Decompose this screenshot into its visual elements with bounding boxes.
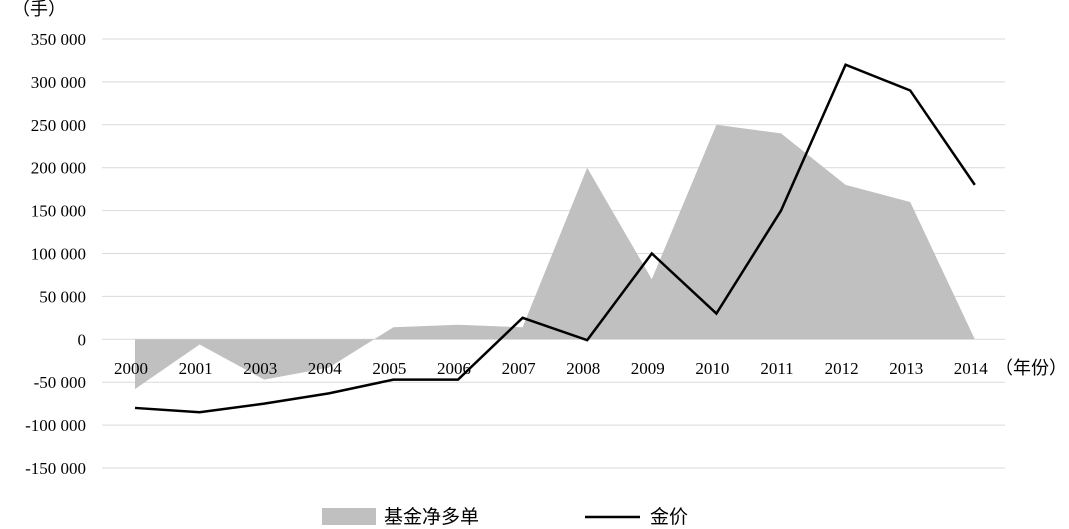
y-tick-label: 150 000 [31, 202, 86, 221]
legend-swatch-area [322, 508, 376, 525]
x-tick-label: 2000 [114, 359, 148, 378]
x-axis-unit-label: （年份） [995, 358, 1067, 378]
x-tick-label: 2007 [502, 359, 537, 378]
y-tick-label: 300 000 [31, 73, 86, 92]
x-tick-label: 2011 [760, 359, 793, 378]
x-tick-label: 2012 [825, 359, 859, 378]
area-series [135, 124, 975, 390]
legend-label-line: 金价 [650, 506, 688, 528]
y-axis-tick-labels: 350 000 300 000 250 000 200 000 150 000 100 0… [25, 30, 86, 478]
y-tick-label: -100 000 [25, 416, 86, 435]
y-tick-label: 200 000 [31, 159, 86, 178]
legend-label-area: 基金净多单 [384, 506, 479, 528]
y-tick-label: -150 000 [25, 459, 86, 478]
y-axis-unit-label: （手） [12, 0, 66, 19]
x-tick-label: 2005 [372, 359, 406, 378]
y-tick-label: 350 000 [31, 30, 86, 49]
x-tick-label: 2010 [695, 359, 729, 378]
x-tick-label: 2009 [631, 359, 665, 378]
x-tick-label: 2003 [243, 359, 277, 378]
line-series [134, 63, 976, 414]
area-fund-net-long [135, 124, 975, 390]
legend: 基金净多单 金价 [322, 506, 688, 528]
x-tick-label: 2006 [437, 359, 471, 378]
x-axis-tick-labels: 2000 2001 2003 2004 2005 2006 2007 2008 2009 2010… [114, 359, 988, 378]
x-tick-label: 2001 [179, 359, 213, 378]
x-tick-label: 2004 [308, 359, 343, 378]
x-tick-label: 2014 [954, 359, 989, 378]
x-tick-label: 2008 [566, 359, 600, 378]
y-tick-label: 50 000 [39, 287, 86, 306]
x-tick-label: 2013 [889, 359, 923, 378]
y-tick-label: 250 000 [31, 116, 86, 135]
y-tick-label: 100 000 [31, 245, 86, 264]
y-tick-label: 0 [78, 330, 87, 349]
y-tick-label: -50 000 [34, 373, 86, 392]
line-gold-price [134, 63, 976, 414]
